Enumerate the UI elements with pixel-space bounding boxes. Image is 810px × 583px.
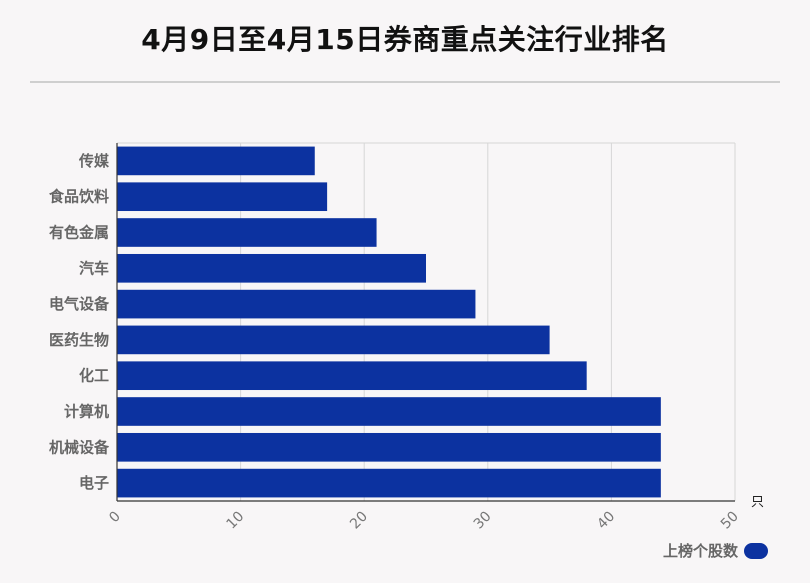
x-tick-label: 10 bbox=[224, 509, 248, 533]
x-tick-label: 0 bbox=[106, 509, 124, 527]
x-tick-label: 30 bbox=[471, 509, 495, 533]
x-tick-label: 50 bbox=[718, 509, 742, 533]
category-label: 汽车 bbox=[79, 259, 109, 277]
legend-swatch bbox=[744, 542, 768, 559]
category-label: 有色金属 bbox=[49, 224, 109, 242]
bars bbox=[117, 146, 661, 498]
bar bbox=[117, 218, 377, 247]
bar bbox=[117, 325, 550, 355]
bar bbox=[117, 146, 315, 176]
category-label: 电子 bbox=[79, 474, 109, 492]
category-label: 电气设备 bbox=[49, 295, 110, 313]
chart-title: 4月9日至4月15日券商重点关注行业排名 bbox=[141, 23, 669, 56]
legend-label: 上榜个股数 bbox=[662, 542, 738, 560]
bar bbox=[117, 182, 328, 212]
category-label: 医药生物 bbox=[49, 331, 109, 349]
x-tick-label: 40 bbox=[594, 509, 618, 533]
bar bbox=[117, 432, 661, 462]
tick-labels: 0 10 20 30 40 50 bbox=[106, 509, 742, 533]
x-axis-unit: 只 bbox=[751, 495, 764, 510]
x-tick-label: 20 bbox=[347, 509, 371, 533]
title-divider bbox=[30, 81, 780, 83]
bar bbox=[117, 253, 426, 283]
bar bbox=[117, 468, 661, 498]
axes bbox=[116, 143, 735, 502]
legend: 上榜个股数 bbox=[663, 540, 768, 561]
bar bbox=[117, 397, 661, 426]
category-label: 机械设备 bbox=[49, 438, 110, 456]
category-label: 计算机 bbox=[64, 403, 109, 421]
category-label: 传媒 bbox=[78, 152, 110, 170]
bar bbox=[117, 361, 587, 391]
bar bbox=[117, 289, 476, 319]
category-label: 食品饮料 bbox=[49, 188, 109, 206]
category-label: 化工 bbox=[79, 367, 109, 385]
